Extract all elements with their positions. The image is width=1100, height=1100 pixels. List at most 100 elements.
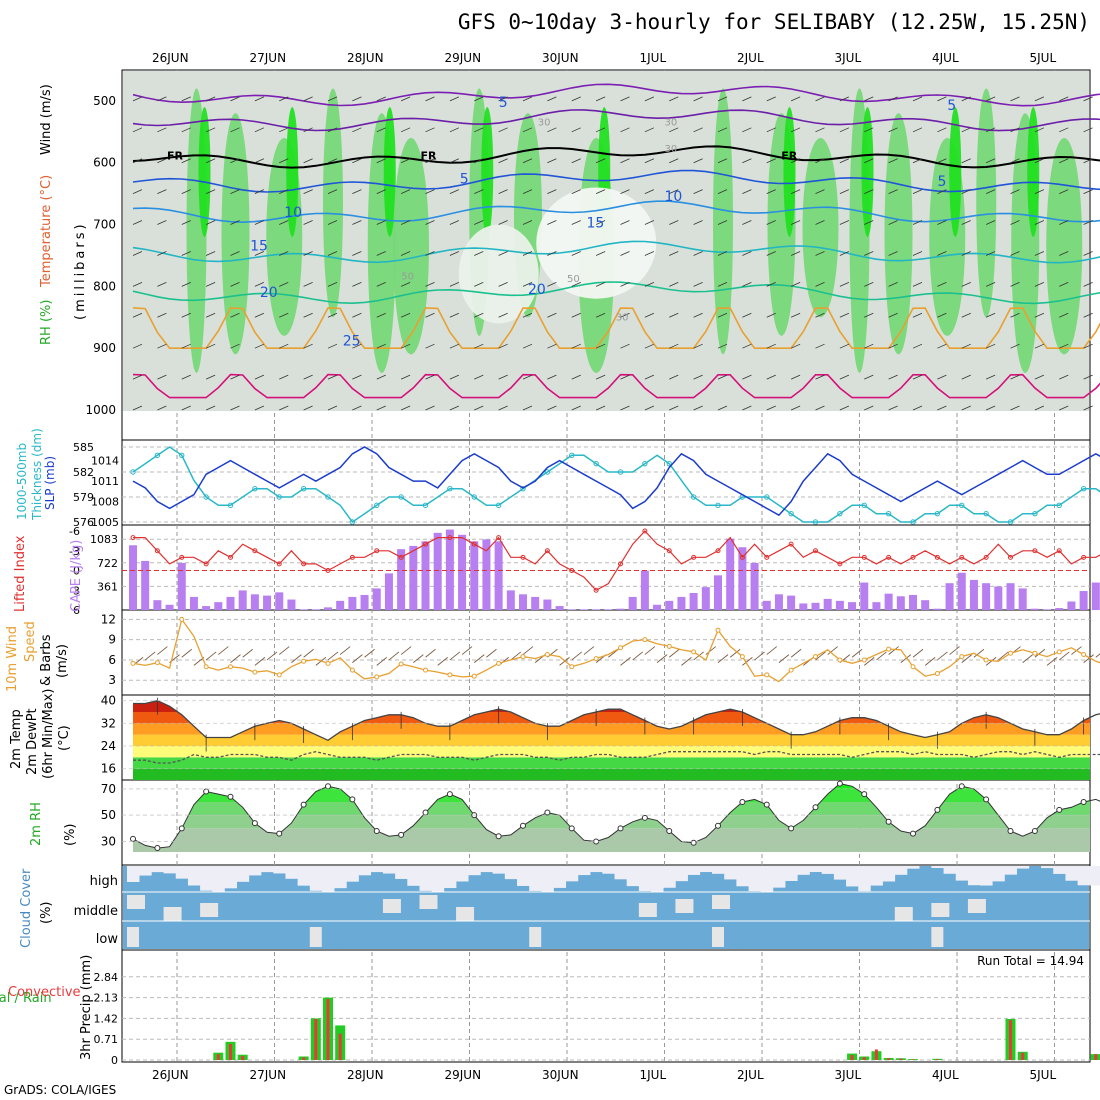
rh-point (861, 791, 868, 798)
lifted-index-point (203, 561, 209, 567)
cloud-high-clear (517, 866, 530, 886)
wind-barb (157, 281, 167, 287)
isotherm-label: 5 (938, 174, 947, 190)
cloud-high-clear (638, 866, 652, 892)
wind-barb (839, 158, 850, 164)
rh-moist-area (976, 88, 997, 318)
wind-barb-10m (1022, 654, 1033, 664)
panel-precip (121, 949, 1091, 1063)
thickness-line-point (179, 452, 185, 459)
rh-point (349, 796, 356, 803)
slp-line (132, 446, 1100, 517)
rh-band (133, 828, 1090, 852)
wind-barb (1059, 405, 1069, 411)
wind-barb (937, 405, 947, 411)
wind-barb (693, 312, 703, 318)
rh-side-labels: 2m RH (%) (29, 802, 78, 846)
wind-barb (303, 158, 313, 164)
temp-band (133, 746, 1090, 758)
wind-barb (352, 127, 362, 133)
wind-barb (790, 281, 801, 287)
wind-barb-10m (766, 646, 778, 655)
wind-barb (669, 189, 679, 195)
wind-barb (815, 189, 825, 195)
dewpoint-label: 2m DewPt (25, 708, 40, 775)
cape-bar (177, 562, 186, 610)
cape-bar (726, 538, 735, 610)
wind-barb (376, 251, 386, 256)
cloud-middle-clear (200, 903, 219, 917)
wind-barb (157, 189, 167, 195)
wind-barb (742, 343, 752, 349)
wind-barb (937, 189, 947, 195)
wind-barb (279, 158, 289, 164)
wind-barb (815, 96, 825, 102)
rh-point (276, 830, 283, 837)
cloud-high-clear (614, 866, 627, 880)
slp-tick: 1005 (91, 516, 119, 529)
wind-barb-10m (473, 654, 485, 664)
cape-bar (1055, 608, 1064, 610)
rh-point (154, 845, 161, 852)
wind-speed-point (252, 669, 258, 675)
wind-barb (790, 405, 801, 411)
precip-convective-bar (911, 1059, 915, 1060)
wind-barb (498, 312, 508, 318)
cloud-high-clear (712, 866, 725, 874)
wind-barb (766, 96, 776, 102)
precip-tick: 1.42 (94, 1012, 119, 1025)
wind-barb (157, 343, 167, 349)
wind-barb (449, 251, 460, 256)
lifted-index-point (228, 554, 233, 560)
lifted-index-point (691, 554, 697, 560)
wind-barb (790, 312, 801, 318)
rh-saturated-area (286, 107, 299, 237)
wind-barb (790, 158, 801, 164)
rh-point (325, 783, 331, 790)
wind-barb (571, 127, 581, 133)
wind-barb (888, 96, 898, 102)
cloud-high-clear (127, 866, 140, 882)
wind-barb (400, 220, 411, 225)
cape-bar (750, 562, 759, 610)
thickness-line-point (1080, 485, 1087, 492)
wind-speed-point (496, 660, 502, 666)
wind-barb (937, 281, 947, 287)
wind-barb (132, 158, 143, 164)
temp-band (133, 712, 1090, 724)
cloud-middle-clear (675, 899, 694, 913)
top-day-label: 4JUL (932, 51, 959, 65)
wind-barb (279, 251, 289, 256)
wind-barb (888, 220, 898, 225)
wind-barb (717, 189, 728, 195)
wind-barb-10m (400, 646, 412, 655)
wind-barb (912, 251, 923, 256)
isotherm-label: 15 (587, 216, 605, 232)
wind-barb-10m (900, 654, 912, 664)
wind-barb (888, 281, 898, 287)
wind-barb (474, 251, 484, 256)
thickness-tick: 582 (73, 466, 94, 479)
wind-barb (864, 312, 874, 318)
cape-bar (324, 607, 332, 610)
cape-bar (287, 599, 296, 610)
thickness-line-point (666, 460, 672, 467)
cape-bar (384, 573, 393, 610)
wind-barb (864, 127, 874, 133)
isotherm-line (132, 373, 1100, 399)
cloud-high-clear (175, 866, 189, 879)
wind-barb (157, 127, 167, 133)
cloud-high-clear (736, 866, 749, 887)
wind-barb (1083, 281, 1093, 287)
wind-barb (498, 96, 508, 102)
wind-barb-10m (1046, 657, 1058, 666)
rh-moist-area (393, 138, 429, 355)
wind-barb (157, 96, 167, 102)
cape-bar (811, 602, 820, 610)
precip-convective-bar (326, 999, 330, 1060)
cloud-high-clear (846, 866, 859, 887)
wind-barb (254, 343, 265, 349)
wind-speed-point (1056, 649, 1062, 655)
wind-barb-10m (181, 648, 193, 658)
rh-point (836, 780, 843, 787)
